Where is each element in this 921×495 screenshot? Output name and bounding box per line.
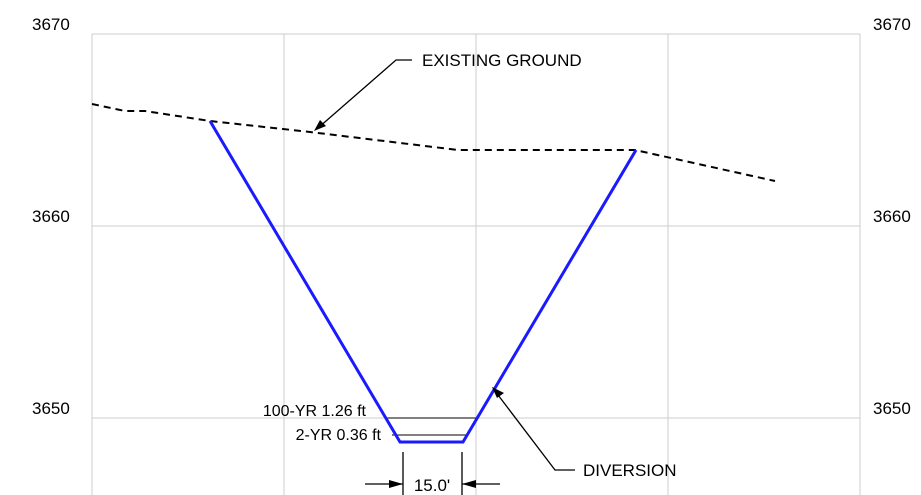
water-level-2yr-label: 2-YR 0.36 ft (296, 427, 382, 444)
left-elevation-labels: 3670 3660 3650 (32, 15, 70, 418)
leader-arrowhead (314, 120, 326, 131)
diversion-label: DIVERSION (583, 461, 677, 480)
diversion-leader (492, 387, 575, 471)
elevation-label: 3660 (32, 207, 70, 226)
existing-ground-leader (314, 59, 412, 131)
dimension-arrowhead (462, 480, 476, 488)
water-level-100yr-label: 100-YR 1.26 ft (263, 403, 367, 420)
elevation-label: 3660 (873, 207, 911, 226)
leader-arrowhead (492, 387, 504, 398)
dimension-arrowhead (389, 480, 403, 488)
grid (91, 33, 861, 495)
elevation-label: 3670 (32, 15, 70, 34)
diversion-channel-section (208, 120, 638, 444)
elevation-label: 3650 (32, 399, 70, 418)
elevation-label: 3650 (873, 399, 911, 418)
right-elevation-labels: 3670 3660 3650 (873, 15, 911, 418)
bottom-width-label: 15.0' (414, 476, 450, 495)
elevation-label: 3670 (873, 15, 911, 34)
existing-ground-line (91, 103, 776, 182)
existing-ground-label: EXISTING GROUND (422, 51, 582, 70)
